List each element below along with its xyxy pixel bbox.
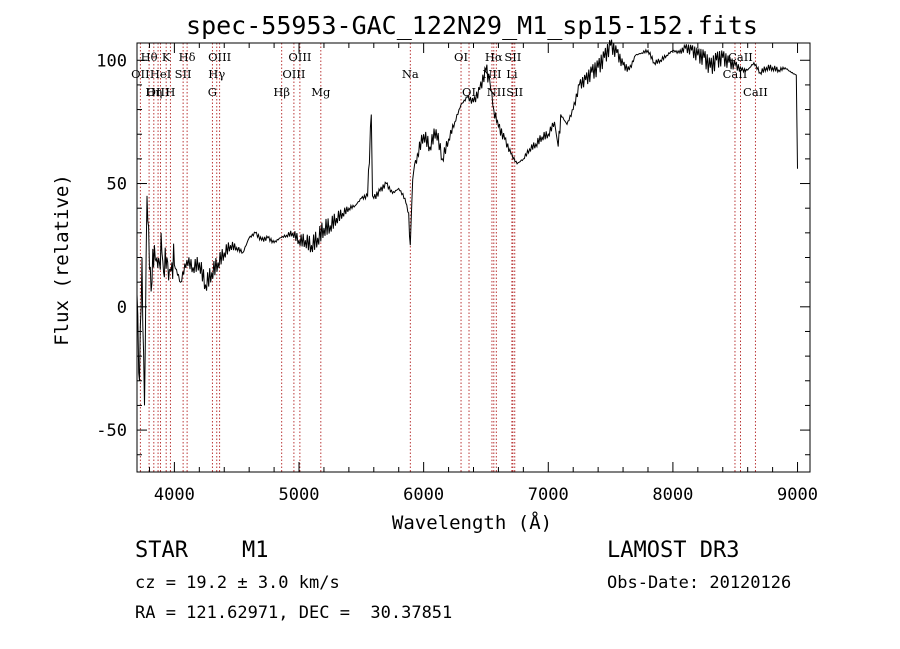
x-tick-label: 5000 bbox=[279, 485, 320, 505]
spectral-line-label: SII bbox=[506, 85, 523, 99]
spectral-line-label: OI bbox=[462, 85, 476, 99]
y-axis-label: Flux (relative) bbox=[51, 174, 73, 346]
spectral-line-label: H bbox=[165, 85, 175, 99]
spectral-line-label: OIII bbox=[208, 50, 231, 64]
spectral-line-label: Hδ bbox=[179, 50, 196, 64]
y-tick-label: 0 bbox=[117, 298, 127, 318]
spectral-line-label: CaII bbox=[723, 67, 748, 81]
spectral-line-label: OI bbox=[454, 50, 468, 64]
y-tick-label: -50 bbox=[96, 421, 127, 441]
spectral-line-label: HeI bbox=[150, 67, 171, 81]
spectral-line-label: K bbox=[162, 50, 171, 64]
spectral-line-label: Hα bbox=[485, 50, 503, 64]
spectral-line-label: NII bbox=[487, 85, 506, 99]
spectral-line-label: Hβ bbox=[273, 85, 290, 99]
spectral-line-label: Na bbox=[402, 67, 419, 81]
object-subclass: M1 bbox=[242, 538, 269, 563]
plot-frame bbox=[136, 42, 811, 473]
spectral-line-label: G bbox=[208, 85, 217, 99]
spectral-line-label: CaII bbox=[743, 85, 768, 99]
chart-title: spec-55953-GAC_122N29_M1_sp15-152.fits bbox=[186, 11, 758, 40]
spectral-line-label: Hθ bbox=[141, 50, 158, 64]
spectral-line-label: Hη bbox=[145, 85, 162, 99]
spectral-line-label: SII bbox=[175, 67, 192, 81]
spectral-line-label: Li bbox=[506, 67, 518, 81]
y-tick-label: 50 bbox=[107, 175, 127, 195]
spectral-line-label: Mg bbox=[311, 85, 331, 99]
redshift-velocity: cz = 19.2 ± 3.0 km/s bbox=[135, 573, 340, 593]
spectral-line-label: Hγ bbox=[208, 67, 225, 81]
x-tick-label: 4000 bbox=[154, 485, 195, 505]
x-tick-label: 7000 bbox=[528, 485, 569, 505]
coordinates: RA = 121.62971, DEC = 30.37851 bbox=[135, 603, 453, 623]
x-tick-label: 8000 bbox=[652, 485, 693, 505]
object-class: STAR bbox=[135, 538, 188, 563]
spectral-line-label: OIII bbox=[288, 50, 311, 64]
x-axis-label: Wavelength (Å) bbox=[392, 511, 552, 534]
spectral-line-label: SII bbox=[504, 50, 521, 64]
spectral-line-label: OIII bbox=[282, 67, 305, 81]
spectrum-line bbox=[136, 39, 798, 406]
x-tick-label: 9000 bbox=[777, 485, 818, 505]
x-tick-label: 6000 bbox=[403, 485, 444, 505]
observation-date: Obs-Date: 20120126 bbox=[607, 573, 792, 593]
spectral-line-label: OIII bbox=[147, 85, 170, 99]
survey-name: LAMOST DR3 bbox=[607, 538, 740, 563]
spectral-line-label: OII bbox=[131, 67, 150, 81]
y-tick-label: 100 bbox=[96, 51, 127, 71]
